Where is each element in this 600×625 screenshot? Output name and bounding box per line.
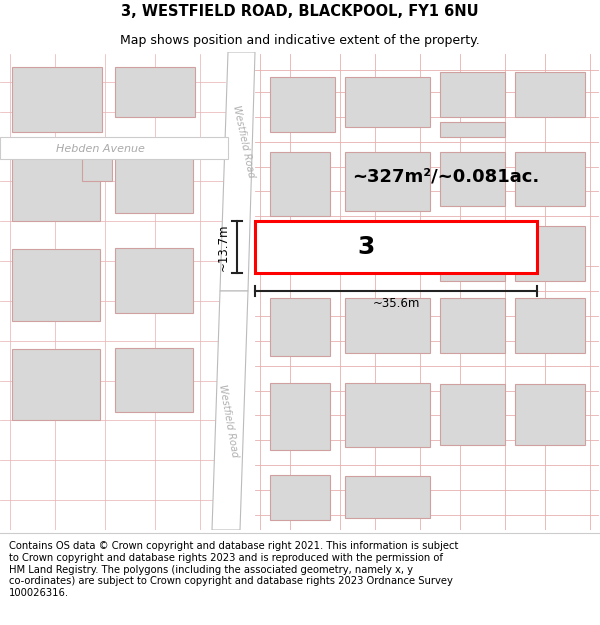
Bar (0, 137, 228, 159)
Polygon shape (220, 52, 255, 291)
Bar (345, 152, 430, 211)
Bar (515, 152, 585, 206)
Bar (270, 77, 335, 132)
Bar (440, 122, 505, 137)
Text: Map shows position and indicative extent of the property.: Map shows position and indicative extent… (120, 34, 480, 47)
Bar (515, 298, 585, 352)
Text: Contains OS data © Crown copyright and database right 2021. This information is : Contains OS data © Crown copyright and d… (9, 541, 458, 598)
Text: 3, WESTFIELD ROAD, BLACKPOOL, FY1 6NU: 3, WESTFIELD ROAD, BLACKPOOL, FY1 6NU (121, 4, 479, 19)
Text: ~327m²/~0.081ac.: ~327m²/~0.081ac. (352, 168, 539, 186)
Bar (440, 298, 505, 352)
Bar (255, 221, 537, 273)
Bar (345, 77, 430, 127)
Polygon shape (212, 291, 248, 530)
Bar (345, 476, 430, 518)
Bar (440, 226, 505, 281)
Bar (12, 349, 100, 421)
Bar (115, 248, 193, 313)
Bar (345, 298, 430, 352)
Text: Westfield Road: Westfield Road (217, 383, 239, 458)
Text: Westfield Road: Westfield Road (232, 104, 257, 179)
Bar (115, 149, 193, 213)
Bar (440, 72, 505, 117)
Bar (270, 382, 330, 451)
Bar (440, 384, 505, 446)
Bar (515, 226, 585, 281)
Bar (82, 156, 112, 181)
Text: ~35.6m: ~35.6m (373, 298, 419, 311)
Text: 3: 3 (358, 235, 374, 259)
Bar (345, 382, 430, 448)
Bar (115, 67, 195, 117)
Bar (270, 475, 330, 520)
Bar (270, 298, 330, 356)
Bar (12, 149, 100, 221)
Bar (270, 152, 330, 216)
Bar (440, 152, 505, 206)
Bar (515, 72, 585, 117)
Bar (12, 67, 102, 132)
Bar (115, 348, 193, 413)
Text: ~13.7m: ~13.7m (217, 223, 229, 271)
Text: Hebden Avenue: Hebden Avenue (56, 144, 145, 154)
Bar (515, 384, 585, 446)
Bar (12, 249, 100, 321)
